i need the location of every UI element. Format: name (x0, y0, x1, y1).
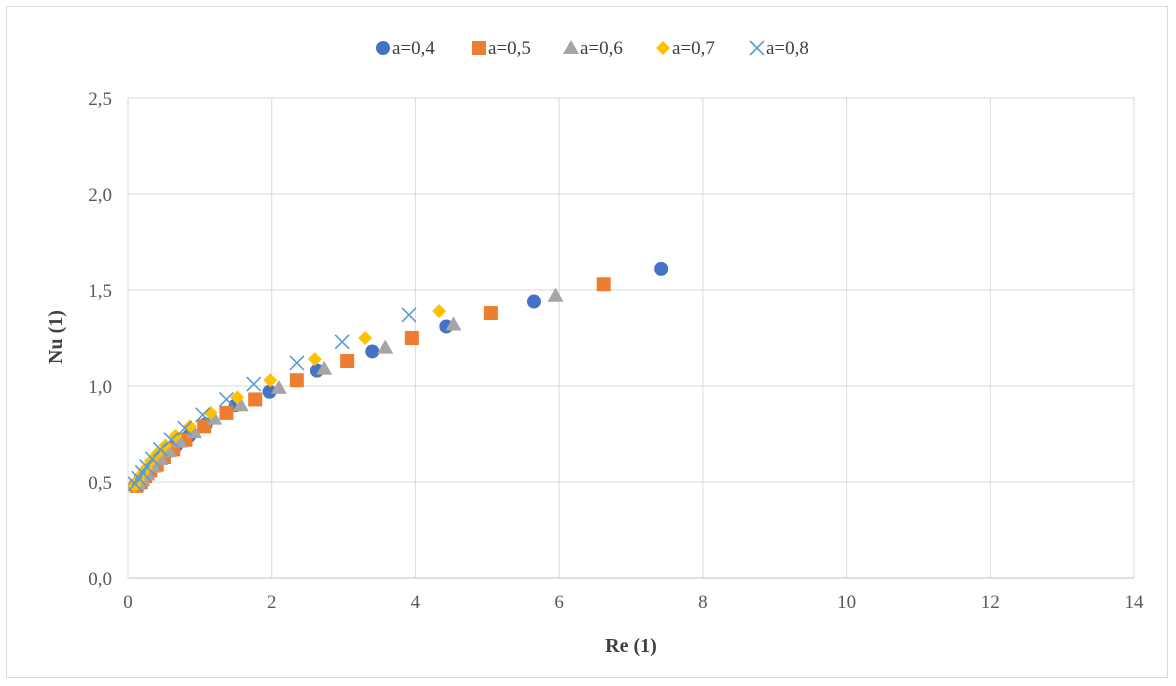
chart-frame (6, 6, 1168, 678)
y-tick-label: 1,5 (88, 281, 112, 302)
legend-item: a=0,5 (472, 38, 531, 59)
data-point (445, 316, 462, 331)
data-point (144, 451, 160, 467)
data-point (270, 379, 287, 394)
legend: a=0,4 a=0,5 a=0,6 a=0,7 a=0,8 (376, 38, 809, 59)
series-2 (129, 277, 611, 493)
legend-item: a=0,8 (749, 38, 809, 59)
x-tick-label: 14 (1125, 592, 1145, 613)
data-point (139, 459, 155, 475)
legend-label: a=0,6 (580, 38, 623, 59)
legend-label: a=0,5 (488, 38, 531, 59)
x-marker-stroke (163, 432, 179, 448)
x-marker-stroke (177, 420, 193, 436)
y-tick-label: 2,0 (88, 185, 112, 206)
data-point (316, 360, 333, 375)
x-marker-icon (749, 40, 765, 56)
x-marker-stroke (246, 376, 262, 392)
series-3 (130, 287, 564, 490)
legend-item: a=0,7 (656, 38, 715, 59)
legend-item: a=0,6 (563, 38, 623, 59)
data-point (404, 331, 419, 345)
x-marker-stroke (218, 391, 235, 408)
data-point (358, 331, 373, 345)
x-tick-label: 6 (554, 592, 564, 613)
series-4 (127, 304, 447, 493)
legend-label: a=0,7 (672, 38, 715, 59)
x-marker-stroke (195, 407, 211, 423)
data-point (289, 355, 305, 371)
data-points (127, 261, 669, 493)
data-point (334, 334, 350, 350)
gridlines (128, 97, 1135, 578)
data-point (365, 344, 380, 359)
data-point (218, 391, 235, 408)
data-point (289, 373, 304, 388)
data-point (230, 390, 245, 405)
data-point (526, 294, 541, 309)
square-marker-icon (472, 41, 486, 55)
data-point (248, 392, 263, 407)
x-marker-stroke (289, 355, 305, 371)
y-tick-label: 0,5 (88, 473, 112, 494)
series-5 (127, 307, 417, 492)
y-tick-label: 1,0 (88, 377, 112, 398)
x-marker-stroke (334, 334, 350, 350)
x-tick-label: 8 (698, 592, 708, 613)
legend-label: a=0,4 (392, 38, 435, 59)
data-point (195, 407, 211, 423)
data-point (547, 287, 564, 302)
data-point (432, 304, 447, 319)
x-tick-label: 0 (123, 592, 133, 613)
x-tick-label: 2 (267, 592, 277, 613)
diamond-marker-icon (656, 41, 670, 55)
y-tick-label: 2,5 (88, 89, 112, 110)
x-tick-label: 10 (837, 592, 856, 613)
data-point (654, 261, 669, 276)
data-point (263, 373, 278, 388)
data-point (232, 397, 249, 412)
data-point (219, 405, 234, 420)
data-point (596, 277, 611, 292)
y-tick-label: 0,0 (88, 569, 112, 590)
data-point (246, 376, 262, 392)
legend-item: a=0,4 (376, 38, 435, 59)
data-point (163, 432, 179, 448)
x-tick-label: 12 (981, 592, 1000, 613)
axes: 0 2 4 6 8 10 12 14 0,0 0,5 1,0 1,5 2,0 2,5 (88, 89, 1144, 613)
x-marker-stroke (401, 307, 417, 323)
data-point (483, 306, 498, 321)
x-marker-stroke (139, 459, 155, 475)
data-point (152, 441, 168, 457)
data-point (340, 354, 355, 369)
data-point (307, 352, 322, 367)
x-tick-label: 4 (411, 592, 421, 613)
data-point (401, 307, 417, 323)
data-point (262, 384, 277, 399)
triangle-marker-icon (563, 40, 579, 54)
circle-marker-icon (376, 41, 390, 55)
x-marker-stroke (749, 40, 765, 56)
data-point (177, 420, 193, 436)
y-axis-title: Nu (1) (45, 310, 67, 364)
x-axis-title: Re (1) (605, 635, 657, 657)
data-point (206, 410, 223, 425)
data-point (377, 339, 394, 354)
series-1 (128, 261, 669, 493)
legend-label: a=0,8 (766, 38, 809, 59)
x-marker-stroke (144, 451, 160, 467)
x-marker-stroke (152, 441, 168, 457)
